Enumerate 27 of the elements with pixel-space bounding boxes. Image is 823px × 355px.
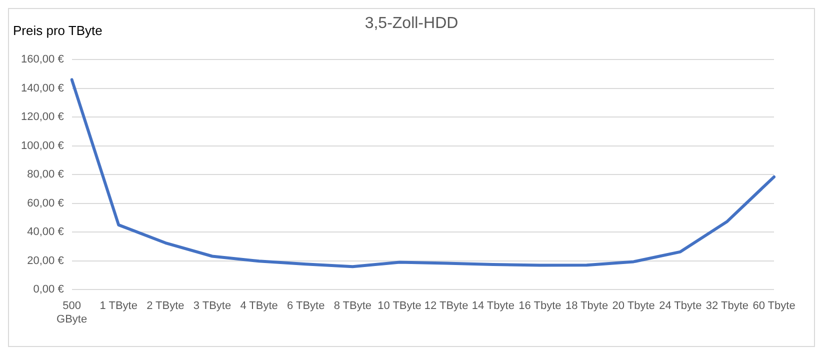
y-tick-label: 160,00 €	[20, 54, 64, 66]
y-axis-title: Preis pro TByte	[13, 23, 102, 38]
y-tick-label: 100,00 €	[20, 140, 64, 152]
x-tick-label: 8 TByte	[334, 300, 372, 312]
x-tick-label: 500 GByte	[56, 300, 88, 326]
x-tick-label: 14 Tbyte	[472, 300, 514, 312]
x-tick-label: 32 Tbyte	[706, 300, 748, 312]
x-tick-label: 24 Tbyte	[659, 300, 702, 312]
x-tick-label: 16 Tbyte	[518, 300, 562, 312]
x-tick-label: 12 TByte	[424, 300, 468, 312]
chart-title: 3,5-Zoll-HDD	[364, 15, 458, 32]
y-tick-label: 0,00 €	[33, 284, 64, 296]
x-tick-label: 4 TByte	[240, 300, 278, 312]
x-tick-label: 2 TByte	[146, 300, 184, 312]
x-tick-label: 6 TByte	[287, 300, 325, 312]
y-tick-label: 40,00 €	[27, 226, 64, 238]
x-tick-label: 10 TByte	[378, 300, 422, 312]
y-tick-label: 20,00 €	[27, 254, 64, 267]
y-tick-label: 120,00 €	[20, 111, 64, 124]
x-tick-label: 60 Tbyte	[752, 300, 796, 312]
x-tick-label: 1 TByte	[100, 300, 138, 312]
y-tick-label: 140,00 €	[20, 82, 64, 94]
x-tick-label: 18 Tbyte	[565, 300, 608, 312]
y-tick-label: 80,00 €	[27, 168, 64, 181]
y-tick-label: 60,00 €	[27, 197, 64, 210]
x-tick-label: 3 TByte	[193, 300, 232, 312]
x-tick-label: 20 Tbyte	[612, 300, 655, 312]
